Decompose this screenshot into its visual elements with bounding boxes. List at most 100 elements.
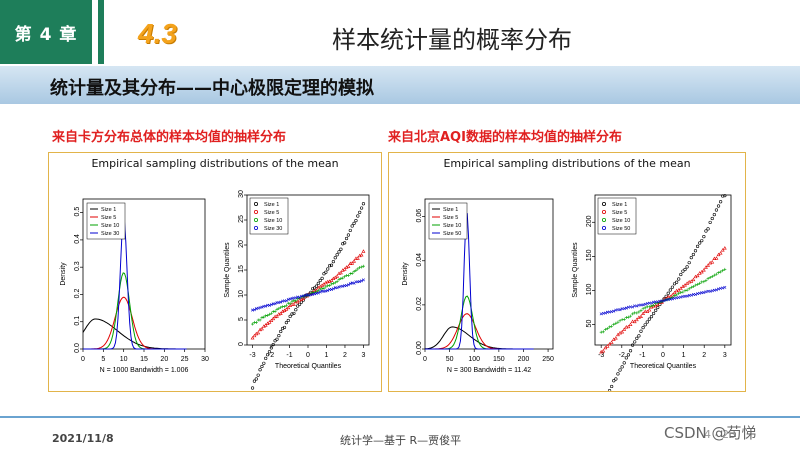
- qq-point: [283, 304, 287, 308]
- qq-point: [337, 250, 341, 254]
- x-tick-label: 150: [493, 356, 505, 363]
- qq-series-size-5: [250, 249, 366, 340]
- density-curve-size-30: [83, 217, 187, 350]
- qq-point: [343, 241, 347, 245]
- figure-title: Empirical sampling distributions of the …: [443, 157, 691, 170]
- subtitle-bar: [0, 66, 800, 104]
- qq-point: [346, 264, 351, 268]
- qq-point: [616, 332, 620, 337]
- qq-point: [358, 210, 362, 214]
- qq-point: [633, 340, 637, 344]
- x-tick-label: 30: [201, 356, 209, 363]
- density-curve-size-1: [82, 318, 187, 350]
- legend-marker: [253, 202, 258, 207]
- qq-point: [647, 305, 651, 309]
- qq-point: [624, 316, 628, 320]
- qq-point: [254, 321, 258, 325]
- qq-point: [269, 346, 273, 350]
- qq-point: [685, 265, 689, 269]
- y-tick-label: 10: [238, 290, 245, 298]
- qq-point: [288, 297, 292, 301]
- section-number: 4.3: [138, 18, 177, 49]
- qq-point: [354, 219, 358, 223]
- qq-point: [342, 267, 347, 271]
- x-tick-label: 50: [446, 356, 454, 363]
- qq-point: [698, 241, 702, 245]
- qq-point: [708, 289, 712, 293]
- qq-point: [691, 252, 695, 257]
- x-tick-label: 2: [343, 352, 347, 359]
- y-tick-label: 0.2: [74, 288, 81, 298]
- x-tick-label: 1: [682, 352, 686, 359]
- qq-point: [662, 299, 666, 303]
- qq-point: [605, 327, 609, 331]
- qq-point: [252, 333, 257, 338]
- legend-box: [249, 197, 289, 235]
- qq-point: [262, 361, 266, 365]
- qq-point: [348, 228, 352, 233]
- x-tick-label: 0: [661, 352, 665, 359]
- qq-point: [695, 273, 700, 278]
- qq-point: [350, 261, 355, 265]
- qq-point: [647, 317, 651, 321]
- qq-point: [354, 256, 358, 260]
- qq-point: [295, 299, 300, 304]
- legend-entry: Size 5: [612, 210, 627, 216]
- qq-point: [288, 302, 292, 305]
- qq-point: [631, 312, 635, 316]
- qq-point: [290, 302, 294, 306]
- legend-marker: [601, 218, 606, 223]
- qq-point: [719, 200, 723, 204]
- qq-point: [290, 300, 294, 304]
- qq-point: [723, 267, 727, 271]
- qq-point: [354, 268, 358, 272]
- qq-point: [326, 288, 330, 292]
- qq-point: [352, 270, 356, 274]
- qq-point: [294, 299, 298, 303]
- qq-point: [714, 256, 719, 260]
- qq-point: [318, 287, 322, 291]
- qq-point: [693, 283, 697, 287]
- qq-point: [271, 316, 276, 321]
- qq-point: [260, 316, 264, 320]
- qq-point: [683, 289, 687, 293]
- qq-point: [687, 261, 691, 265]
- qq-point: [296, 304, 300, 308]
- qq-point: [681, 269, 685, 273]
- qq-point: [681, 290, 685, 294]
- qq-point: [622, 361, 626, 365]
- qq-point: [352, 221, 356, 225]
- qq-point: [352, 259, 356, 263]
- qq-point: [361, 202, 366, 206]
- x-axis-label: Theoretical Quantiles: [630, 363, 697, 370]
- x-tick-label: 15: [140, 356, 148, 363]
- qq-point: [284, 303, 288, 307]
- qq-point: [630, 319, 635, 323]
- density-curve-size-1: [424, 326, 534, 350]
- qq-point: [316, 291, 320, 295]
- legend-entry: Size 10: [101, 223, 119, 229]
- qq-point: [643, 309, 648, 314]
- qq-point: [702, 290, 706, 294]
- qq-point: [277, 306, 281, 310]
- qq-point: [250, 335, 255, 340]
- y-tick-label: 0.00: [416, 341, 423, 355]
- y-tick-label: 0.06: [416, 209, 423, 223]
- watermark: CSDN @苟悌: [664, 424, 757, 442]
- figure-chisq-svg: 0 5 10 15 20 25 300.00.10.20.30.40.5N = 1000 B…: [60, 190, 370, 390]
- y-axis-label: Density: [402, 262, 409, 286]
- qq-point: [297, 302, 302, 306]
- qq-point: [700, 239, 704, 243]
- y-tick-label: 20: [238, 240, 245, 248]
- qq-series-size-10: [599, 267, 727, 334]
- qq-point: [267, 312, 271, 316]
- qq-point: [279, 300, 283, 304]
- qq-point: [609, 340, 614, 344]
- qq-point: [326, 267, 330, 271]
- y-tick-label: 100: [586, 284, 593, 296]
- qq-point: [301, 296, 306, 300]
- qq-point: [626, 315, 630, 319]
- qq-point: [288, 314, 292, 318]
- qq-point: [605, 344, 610, 348]
- qq-point: [702, 235, 706, 239]
